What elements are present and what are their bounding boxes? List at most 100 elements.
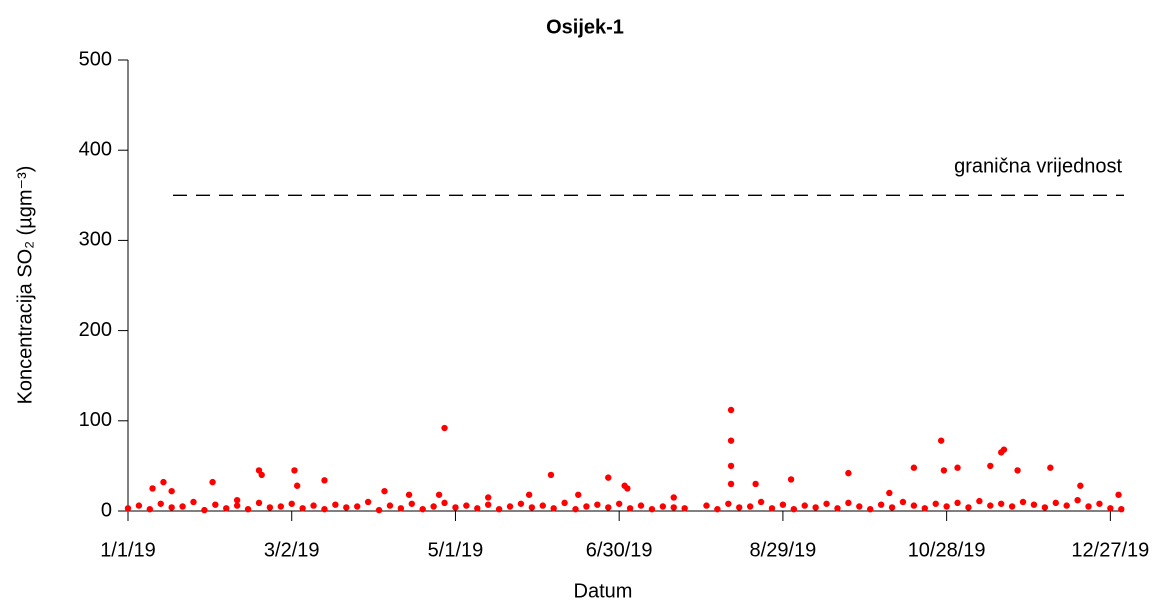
point — [736, 504, 743, 511]
point — [288, 500, 295, 507]
point — [899, 498, 907, 506]
point — [624, 485, 631, 492]
point — [160, 478, 167, 486]
point — [987, 502, 994, 509]
point — [463, 502, 470, 509]
point — [659, 503, 667, 510]
point — [801, 502, 808, 509]
point — [845, 469, 852, 477]
y-tick-label: 200 — [79, 319, 112, 341]
point — [583, 503, 590, 510]
point — [484, 494, 492, 501]
x-tick-label: 3/2/19 — [264, 539, 320, 561]
point — [255, 499, 263, 507]
point — [277, 503, 285, 510]
point — [223, 505, 230, 512]
point — [561, 499, 568, 507]
point — [321, 477, 328, 484]
point — [954, 464, 961, 471]
point — [1008, 503, 1016, 510]
y-axis-label: Koncentracija SO₂ (µgm⁻³) — [14, 166, 36, 405]
point — [397, 505, 405, 512]
point — [310, 502, 317, 509]
x-tick-label: 8/29/19 — [750, 539, 817, 561]
point — [626, 505, 634, 512]
point — [495, 505, 503, 513]
y-tick-label: 300 — [79, 229, 112, 251]
point — [291, 467, 298, 474]
point — [886, 489, 893, 497]
point — [375, 506, 383, 514]
point — [299, 505, 306, 512]
point — [637, 502, 645, 509]
point — [441, 499, 448, 507]
point — [1085, 503, 1092, 510]
point — [779, 501, 787, 508]
y-tick-label: 500 — [79, 48, 112, 70]
point — [1019, 498, 1027, 506]
point — [343, 504, 350, 511]
point — [834, 505, 841, 512]
x-tick-label: 6/30/19 — [586, 539, 653, 561]
point — [727, 480, 735, 488]
point — [965, 504, 972, 511]
point — [452, 504, 459, 511]
point — [976, 497, 983, 505]
y-tick-label: 100 — [79, 409, 112, 431]
point — [266, 504, 274, 511]
point — [157, 500, 164, 507]
point — [954, 499, 961, 507]
point — [768, 505, 776, 512]
point — [888, 504, 896, 511]
point — [293, 482, 301, 489]
point — [1041, 504, 1049, 511]
point — [539, 502, 546, 509]
point — [124, 505, 132, 512]
point — [605, 504, 612, 511]
point — [405, 491, 413, 498]
point — [233, 502, 241, 509]
point — [845, 499, 852, 507]
point — [856, 503, 863, 510]
point — [594, 501, 601, 508]
point — [484, 501, 492, 508]
point — [1063, 502, 1070, 509]
chart-title: Osijek-1 — [546, 16, 624, 38]
point — [1115, 491, 1122, 498]
point — [790, 505, 798, 513]
point — [648, 505, 656, 513]
point — [670, 504, 677, 511]
x-tick-label: 5/1/19 — [428, 539, 484, 561]
point — [727, 462, 735, 470]
point — [408, 500, 415, 507]
x-tick-label: 10/28/19 — [908, 539, 986, 561]
point — [386, 502, 394, 509]
point — [681, 505, 688, 512]
point — [1074, 496, 1081, 504]
point — [823, 500, 830, 507]
y-tick-label: 400 — [79, 138, 112, 160]
point — [787, 476, 795, 483]
point — [1047, 464, 1054, 471]
limit-label: granična vrijednost — [954, 156, 1122, 178]
x-tick-label: 12/27/19 — [1071, 539, 1149, 561]
point — [381, 487, 388, 495]
point — [752, 480, 759, 488]
point — [321, 505, 328, 513]
point — [1000, 446, 1008, 453]
point — [547, 471, 555, 479]
point — [714, 505, 721, 513]
point — [703, 502, 710, 509]
point — [940, 467, 948, 474]
point — [233, 496, 241, 504]
point — [746, 503, 754, 510]
point — [1077, 482, 1084, 489]
point — [877, 501, 885, 508]
point — [757, 498, 765, 506]
point — [910, 502, 918, 509]
point — [1014, 467, 1021, 474]
point — [670, 494, 677, 501]
point — [910, 464, 918, 471]
point — [146, 505, 154, 513]
point — [605, 474, 612, 481]
